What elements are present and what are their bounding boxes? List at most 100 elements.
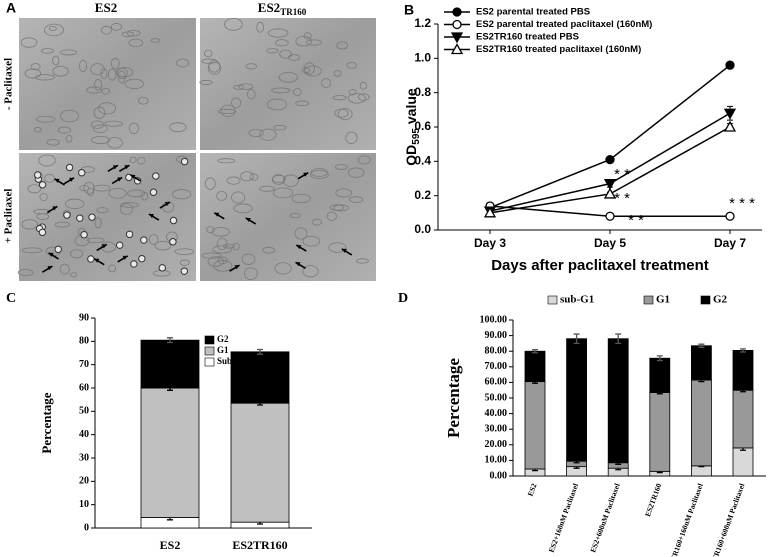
legend-label: G2: [217, 334, 229, 344]
arrow-head: [130, 174, 136, 179]
cell: [129, 156, 137, 164]
cell: [271, 174, 286, 185]
cell: [233, 84, 245, 90]
cell: [154, 240, 172, 251]
marker: [452, 19, 462, 30]
cell: [336, 41, 348, 50]
cell: [54, 221, 71, 228]
cell: [87, 187, 95, 197]
y-tick-label: 0.0: [414, 222, 431, 236]
cell: [21, 219, 39, 230]
cell: [59, 263, 70, 275]
cell: [289, 212, 301, 219]
cell: [86, 86, 103, 94]
cell: [348, 89, 357, 96]
cell: [359, 81, 368, 90]
annotation: * * *: [729, 195, 755, 212]
marker: [450, 32, 464, 44]
x-tick-label: ES2+160nM Paclitaxel: [547, 482, 580, 553]
legend-swatch: [700, 295, 711, 305]
cell: [238, 83, 254, 90]
cell: [233, 203, 253, 214]
cell: [138, 96, 149, 105]
y-tick-label: 90: [79, 312, 89, 323]
cell: [126, 29, 141, 37]
error-bar: [656, 355, 663, 362]
cell: [101, 87, 111, 95]
round-cell: [138, 254, 146, 263]
cell: [244, 267, 258, 280]
cell: [94, 78, 103, 91]
cell: [65, 134, 73, 143]
cell: [292, 88, 302, 97]
cell: [93, 106, 106, 119]
cell: [110, 23, 123, 31]
cell: [108, 264, 117, 273]
error-bar: [573, 333, 580, 345]
cell: [52, 55, 60, 66]
cell: [124, 78, 144, 89]
cell: [266, 48, 279, 54]
cell: [115, 67, 134, 78]
cell: [357, 93, 370, 101]
arrow-head: [101, 244, 107, 249]
y-tick-label: 50.00: [485, 392, 508, 403]
cell: [347, 93, 366, 104]
y-tick-label: 50: [79, 406, 89, 417]
y-tick-label: 0.8: [414, 85, 431, 99]
arrow-head: [54, 178, 60, 183]
micrograph: [19, 153, 196, 281]
round-cell: [169, 216, 178, 225]
y-axis-label: OD595 value: [403, 88, 422, 166]
cell: [34, 74, 56, 81]
bar-segment: [691, 379, 712, 467]
bar-segment: [732, 350, 754, 391]
marker: [605, 154, 615, 165]
cell: [17, 269, 34, 276]
cell: [57, 126, 72, 134]
arrow-head: [245, 217, 251, 222]
round-cell: [133, 177, 142, 185]
cell: [311, 218, 322, 226]
cell: [207, 61, 222, 75]
cell: [220, 104, 236, 118]
legend-label: G1: [656, 294, 670, 306]
round-cell: [130, 260, 138, 268]
cell: [303, 62, 315, 75]
cell: [217, 256, 228, 265]
cell: [176, 58, 190, 68]
cell: [295, 35, 312, 47]
cell: [59, 49, 78, 56]
cell: [303, 32, 312, 40]
y-tick-label: 70: [79, 359, 89, 370]
y-axis-label: Percentage: [444, 358, 463, 438]
x-tick-label: ES2+600nM Paclitaxel: [588, 482, 621, 553]
y-tick-label: 10: [79, 499, 89, 510]
legend-label: Sub-G1: [217, 356, 247, 366]
arrow-head: [214, 212, 220, 217]
cell: [275, 39, 289, 47]
marker: [450, 43, 464, 55]
marker: [725, 60, 735, 70]
bar-segment: [649, 357, 671, 393]
cell: [302, 265, 319, 278]
cell: [201, 252, 222, 259]
cell: [46, 138, 60, 146]
panel-a: A ES2 ES2TR160 - Paclitaxel + Paclitaxel: [3, 0, 376, 281]
y-axis-label: Percentage: [39, 392, 54, 453]
cell: [207, 256, 224, 267]
y-tick-label: 0: [84, 522, 89, 533]
error-bar: [532, 348, 538, 354]
cell: [79, 185, 90, 192]
bar-segment: [524, 381, 546, 470]
cell: [33, 208, 51, 215]
round-cell: [63, 211, 71, 219]
round-cell: [87, 255, 95, 263]
panel-label: A: [6, 0, 16, 16]
row-label: - Paclitaxel: [3, 58, 15, 110]
cell: [216, 191, 228, 201]
cell: [92, 124, 108, 133]
cell: [291, 193, 311, 204]
cell: [226, 176, 241, 185]
